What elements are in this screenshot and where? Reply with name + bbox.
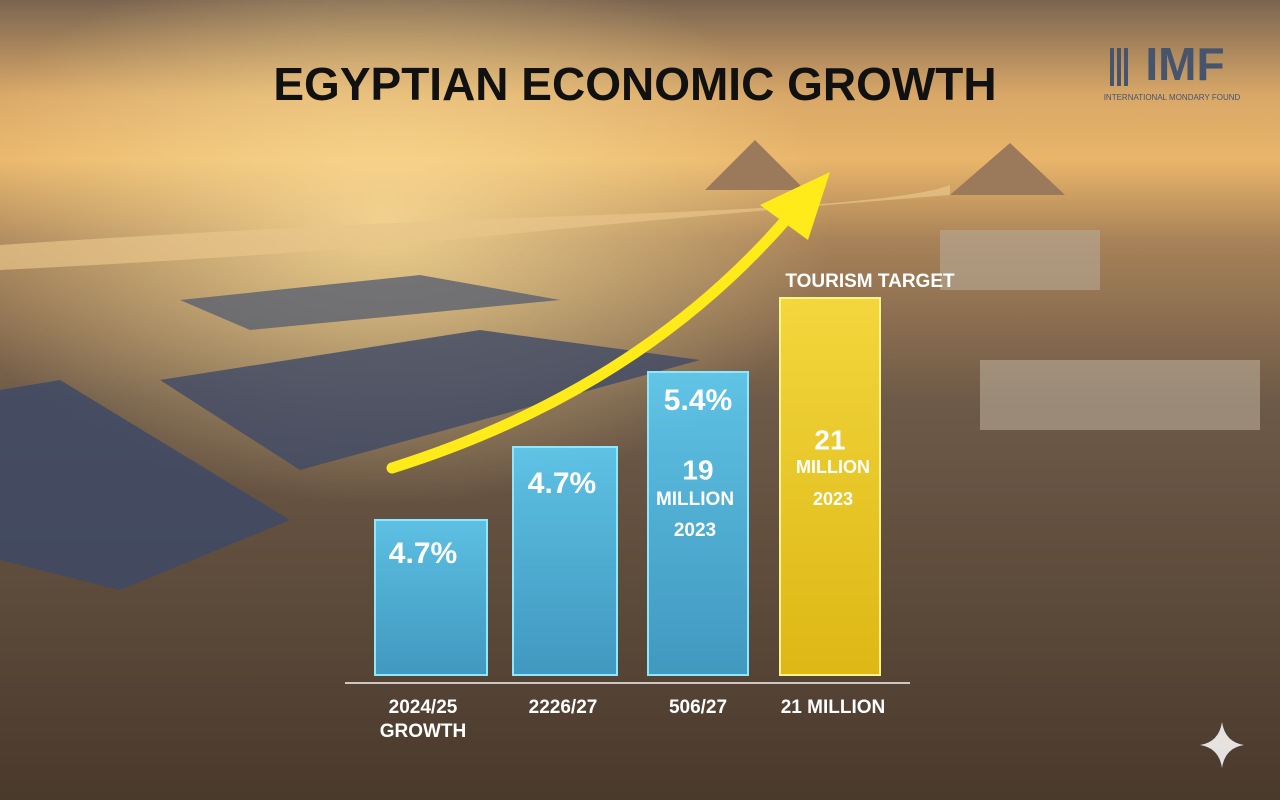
arrow-head — [760, 172, 830, 240]
bar-label: 2226/27 — [529, 697, 598, 718]
bar-label: 21 MILLION — [781, 697, 886, 718]
annotation: TOURISM TARGET — [785, 271, 955, 292]
solar-field — [0, 380, 290, 590]
bar — [512, 446, 618, 676]
bar — [779, 297, 881, 676]
bar — [647, 371, 749, 676]
bar — [374, 519, 488, 676]
title: EGYPTIAN ECONOMIC GROWTH — [273, 58, 996, 110]
sparkle-icon — [1200, 722, 1244, 768]
solar-field — [180, 275, 560, 330]
factory — [940, 230, 1100, 290]
bar-label: 2024/25 — [389, 697, 458, 718]
bar-text: 2023 — [813, 489, 853, 509]
bar-text: 4.7% — [528, 467, 596, 500]
bar-text: 4.7% — [389, 537, 457, 570]
tanks — [980, 360, 1260, 430]
bar-text: 2023 — [674, 520, 716, 541]
logo: IMF INTERNATIONAL MONDARY FOUND — [1104, 38, 1241, 102]
bar-text: MILLION — [656, 489, 734, 510]
river — [0, 185, 950, 270]
pyramid — [950, 143, 1065, 195]
logo-caption: INTERNATIONAL MONDARY FOUND — [1104, 93, 1241, 102]
growth-arrow — [386, 209, 796, 474]
bar-label: GROWTH — [380, 721, 467, 742]
bar-text: 5.4% — [664, 384, 732, 417]
bar-text: 21 — [814, 424, 845, 455]
logo-mark: IMF — [1145, 38, 1224, 90]
bar-text: 19 — [682, 454, 713, 485]
bar-label: 506/27 — [669, 697, 727, 718]
bar-text: MILLION — [796, 457, 870, 477]
solar-field — [160, 330, 700, 470]
pyramid — [705, 140, 805, 190]
